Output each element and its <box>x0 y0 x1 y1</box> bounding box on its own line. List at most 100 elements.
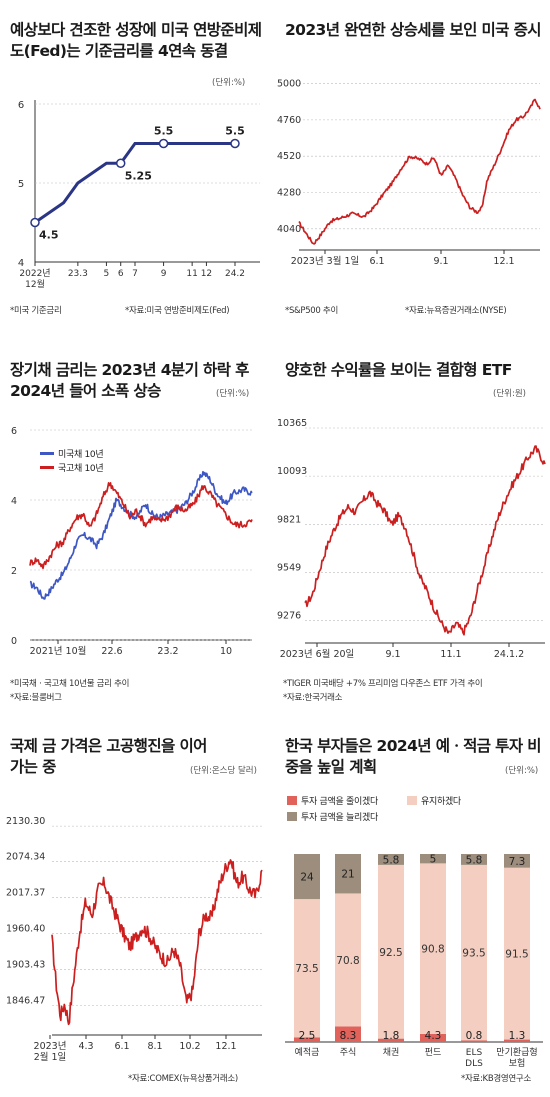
survey-legend-decrease-label: 투자 금액을 줄이겠다 <box>301 797 378 807</box>
survey-legend-keep-label: 유지하겠다 <box>421 797 461 807</box>
survey-category-label-0: ELS <box>466 1048 483 1058</box>
survey-legend-decrease-swatch <box>287 796 297 805</box>
bonds-legend-us-line <box>40 452 54 455</box>
fed-point <box>115 158 126 168</box>
fed-x-tick-label: 9 <box>161 269 167 279</box>
survey-label-keep: 90.8 <box>421 944 444 956</box>
survey-label-keep: 73.5 <box>295 963 318 975</box>
bonds-legend-kr-line <box>40 466 54 469</box>
svg-sp500-x-tick-label: 12.1 <box>493 256 514 267</box>
fed-point <box>230 138 240 149</box>
etf-chart: 9276 9549 9821 10093 10365 2023년 6월 20일 9.1 11.… <box>277 418 546 660</box>
svg-gold-y-tick-label: 1846.47 <box>6 996 45 1007</box>
svg-gold-y-tick-label: 1903.43 <box>6 960 45 971</box>
fed-rate-line <box>34 142 235 224</box>
fed-point-label: 5.25 <box>125 169 152 182</box>
fed-x-tick-label-1: 12월 <box>25 278 45 290</box>
svg-sp500-y-tick-label: 5000 <box>277 79 301 90</box>
survey-label-keep: 70.8 <box>336 955 359 967</box>
survey-legend-decrease: 투자 금액을 줄이겠다 <box>287 794 378 807</box>
survey-bar-keep <box>461 864 487 1041</box>
svg-gold-x-tick-label: 8.1 <box>147 1041 162 1052</box>
fed-point-label: 5.5 <box>225 125 245 138</box>
survey-label-decrease: 4.3 <box>425 1030 442 1042</box>
survey-bar-decrease <box>294 1037 320 1042</box>
survey-label-increase: 24 <box>300 872 314 884</box>
fed-y-tick-label: 6 <box>18 100 24 111</box>
svg-sp500-x-tick-label: 9.1 <box>433 256 448 267</box>
bonds-unit: (단위:%) <box>216 389 250 399</box>
survey-label-decrease: 8.3 <box>340 1030 357 1042</box>
svg-etf-x-tick-label: 24.1.2 <box>494 649 524 660</box>
bonds-legend-kr: 국고채 10년 <box>40 461 104 474</box>
survey-unit: (단위:%) <box>505 766 539 776</box>
svg-bonds-x-tick-label: 2021년 10월 <box>30 645 87 657</box>
svg-gold-y-tick-label: 1960.40 <box>6 924 45 935</box>
fed-point <box>30 217 40 228</box>
svg-etf-x-tick-label: 9.1 <box>385 649 400 660</box>
survey-label-keep: 92.5 <box>379 947 402 959</box>
bonds-legend-us-label: 미국채 10년 <box>58 450 104 460</box>
sp500-title: 2023년 완연한 상승세를 보인 미국 증시 <box>285 21 542 39</box>
svg-sp500-y-tick-label: 4040 <box>277 224 301 235</box>
survey-bar-increase <box>504 854 530 868</box>
etf-title: 양호한 수익률을 보이는 결합형 ETF <box>285 361 512 379</box>
survey-legend-increase-label: 투자 금액을 늘리겠다 <box>301 813 378 823</box>
survey-legend-increase-swatch <box>287 812 297 821</box>
survey-bar-keep <box>378 864 404 1039</box>
gold-title: 국제 금 가격은 고공행진을 이어가는 중 <box>10 737 207 776</box>
svg-gold-x-tick-label-1: 2월 1일 <box>34 1051 67 1063</box>
svg-bonds-series-line-1 <box>29 482 253 570</box>
survey-chart: 73.5 24 2.5 예적금 70.8 21 8.3 주식 92.5 5.8 1.8 채권 90.8 5… <box>285 854 543 1069</box>
fed-x-tick-label: 11 <box>186 269 197 279</box>
survey-category-label: 예적금 <box>295 1046 320 1058</box>
survey-category-label: 주식 <box>340 1047 357 1058</box>
survey-bar-decrease <box>461 1040 487 1042</box>
etf-note1: *TIGER 미국배당 +7% 프리미엄 다우존스 ETF 가격 추이 <box>283 679 483 689</box>
fed-x-tick-label: 12 <box>201 269 212 279</box>
survey-bar-increase <box>335 854 361 894</box>
svg-bonds-x-tick-label: 23.2 <box>157 646 178 657</box>
survey-note-right: *자료:KB경영연구소 <box>461 1074 531 1084</box>
survey-label-increase: 5.8 <box>466 854 483 866</box>
survey-bar-decrease <box>420 1033 446 1042</box>
svg-gold-x-tick-label: 10.2 <box>179 1041 200 1052</box>
gold-panel: 국제 금 가격은 고공행진을 이어가는 중 (단위:온스당 달러) 1846.4… <box>0 730 275 1095</box>
survey-legend-keep-swatch <box>407 796 417 805</box>
survey-bar-keep <box>294 899 320 1038</box>
svg-gold-x-tick-label-0: 2023년 <box>34 1041 67 1052</box>
survey-label-decrease: 1.3 <box>509 1030 526 1042</box>
svg-bonds-series-line-0 <box>29 470 253 600</box>
svg-bonds-y-tick-label: 2 <box>11 566 17 577</box>
svg-etf-y-tick-label: 10365 <box>277 418 307 429</box>
svg-gold-y-tick-label: 2017.37 <box>6 888 45 899</box>
fed-point <box>158 138 169 149</box>
fed-x-tick-label: 7 <box>132 269 138 279</box>
survey-bar-increase <box>294 854 320 900</box>
fed-unit: (단위:%) <box>212 78 246 88</box>
etf-note2: *자료:한국거래소 <box>283 693 343 703</box>
survey-label-decrease: 2.5 <box>299 1030 316 1042</box>
fed-note-left: *미국 기준금리 <box>10 306 62 316</box>
survey-bar-increase <box>378 854 404 865</box>
svg-gold-y-tick-label: 2074.34 <box>6 852 45 863</box>
svg-sp500-y-tick-label: 4520 <box>277 151 301 162</box>
bonds-title: 장기채 금리는 2023년 4분기 하락 후 2024년 들어 소폭 상승 <box>10 361 249 400</box>
fed-y-tick-label: 5 <box>18 179 24 190</box>
survey-label-keep: 93.5 <box>462 948 485 960</box>
survey-bar-increase <box>461 854 487 865</box>
survey-bar-increase <box>420 854 446 864</box>
bonds-legend-us: 미국채 10년 <box>40 447 104 460</box>
fed-x-tick-label: 24.2 <box>225 269 245 279</box>
gold-chart: 1846.47 1903.43 1960.40 2017.37 2074.34 2130.… <box>6 816 263 1063</box>
survey-category-label: 펀드 <box>425 1047 442 1058</box>
gold-unit: (단위:온스당 달러) <box>190 766 257 776</box>
bonds-note1: *미국채ㆍ국고채 10년물 금리 추이 <box>10 679 130 689</box>
bonds-panel: 장기채 금리는 2023년 4분기 하락 후 2024년 들어 소폭 상승 (단… <box>0 361 275 730</box>
survey-bar-decrease <box>335 1026 361 1042</box>
svg-etf-y-tick-label: 10093 <box>277 466 307 477</box>
svg-etf-x-tick-label: 2023년 6월 20일 <box>280 648 355 660</box>
fed-x-tick-label: 6 <box>118 269 124 279</box>
sp500-note-right: *자료:뉴욕증권거래소(NYSE) <box>405 306 507 316</box>
